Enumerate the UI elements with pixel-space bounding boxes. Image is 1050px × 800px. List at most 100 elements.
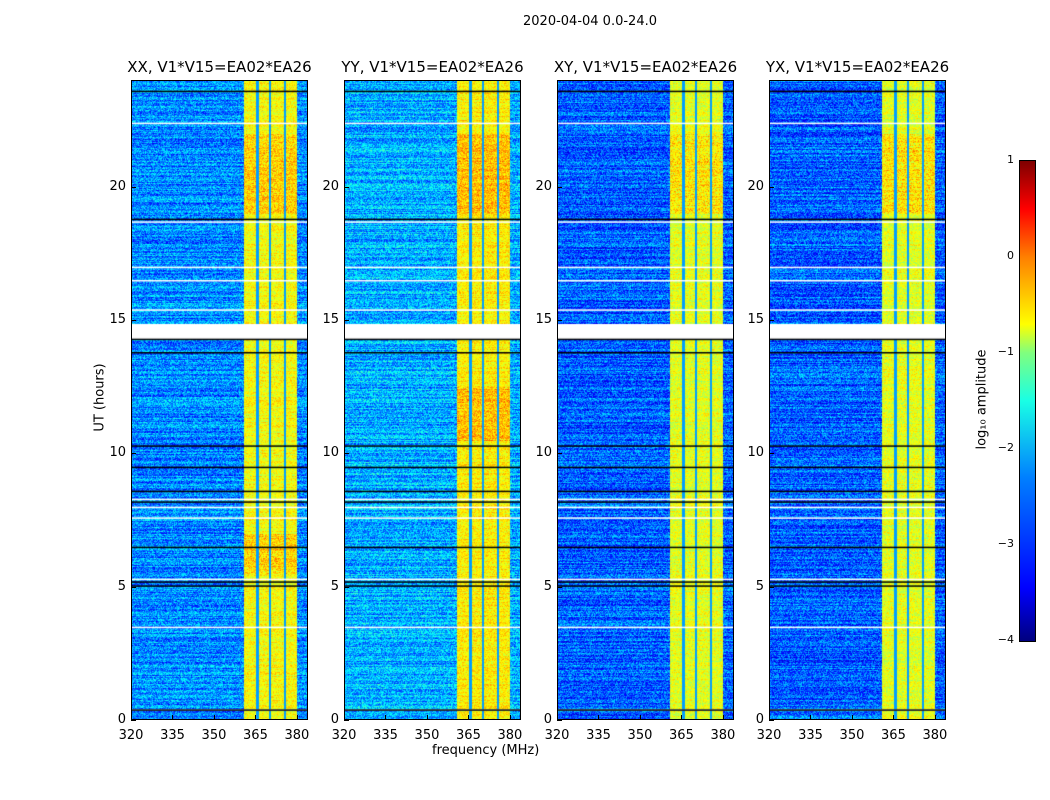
y-tick-label: 10 <box>322 445 339 461</box>
y-tick-label: 0 <box>117 712 126 727</box>
x-tick-label: 350 <box>839 728 865 743</box>
y-tick-label: 10 <box>109 445 126 461</box>
x-tick-mark <box>296 715 298 720</box>
y-tick-mark <box>557 720 562 721</box>
x-axis-label: frequency (MHz) <box>432 743 540 758</box>
x-tick-label: 365 <box>669 728 694 743</box>
x-tick-mark <box>598 715 600 720</box>
x-tick-label: 365 <box>456 728 481 743</box>
y-tick-mark <box>131 186 136 188</box>
spectrogram-panel-2: YY, V1*V15=EA02*EA26 320 335 350 365 380 0 5 10 1… <box>322 58 523 743</box>
y-tick-label: 20 <box>535 178 552 194</box>
y-tick-mark <box>769 186 774 188</box>
x-tick-label: 335 <box>373 728 398 743</box>
y-axis-label: UT (hours) <box>92 363 108 432</box>
spectrogram-image <box>344 80 521 720</box>
x-tick-mark <box>213 715 215 720</box>
spectrogram-image <box>557 80 734 720</box>
y-tick-mark <box>769 586 774 588</box>
y-tick-mark <box>131 320 136 321</box>
axes-frame <box>769 80 946 720</box>
y-tick-label: 10 <box>535 445 552 461</box>
x-tick-mark <box>722 715 724 720</box>
y-tick-label: 15 <box>109 312 126 327</box>
y-tick-label: 10 <box>747 445 764 461</box>
y-tick-mark <box>344 586 349 588</box>
y-tick-label: 20 <box>109 178 126 194</box>
x-tick-label: 335 <box>798 728 823 743</box>
panel-title: XY, V1*V15=EA02*EA26 <box>553 58 738 76</box>
x-tick-mark <box>557 715 558 720</box>
x-tick-mark <box>934 715 936 720</box>
x-tick-mark <box>639 715 641 720</box>
x-tick-label: 320 <box>756 728 782 743</box>
y-tick-label: 5 <box>543 578 552 594</box>
panel-title: YX, V1*V15=EA02*EA26 <box>765 58 950 76</box>
y-tick-mark <box>769 320 774 321</box>
x-tick-mark <box>426 715 428 720</box>
axes-frame <box>344 80 521 720</box>
x-tick-mark <box>131 715 132 720</box>
x-tick-label: 380 <box>497 728 523 743</box>
y-tick-label: 15 <box>535 312 552 327</box>
y-tick-mark <box>344 186 349 188</box>
y-tick-mark <box>557 586 562 588</box>
x-tick-mark <box>893 715 895 720</box>
spectrogram-panel-3: XY, V1*V15=EA02*EA26 320 335 350 365 380 0 5 10 1… <box>535 58 737 743</box>
spectrogram-image <box>769 80 946 720</box>
y-tick-label: 5 <box>117 578 126 594</box>
spectrogram-panel-1: XX, V1*V15=EA02*EA26 320 335 350 365 380 0 5 10 1… <box>109 58 311 743</box>
x-tick-label: 350 <box>627 728 653 743</box>
x-tick-mark <box>810 715 812 720</box>
axes-frame <box>131 80 308 720</box>
y-tick-label: 20 <box>322 178 339 194</box>
colorbar-label: log₁₀ amplitude <box>974 349 990 450</box>
figure-title: 2020-04-04 0.0-24.0 <box>523 14 657 29</box>
x-tick-label: 335 <box>160 728 185 743</box>
x-tick-mark <box>385 715 387 720</box>
x-tick-label: 350 <box>201 728 227 743</box>
colorbar-tick-label: 1 <box>1007 153 1014 166</box>
x-tick-label: 320 <box>331 728 357 743</box>
x-tick-mark <box>769 715 770 720</box>
y-tick-mark <box>769 453 774 455</box>
y-tick-label: 5 <box>755 578 764 594</box>
y-tick-mark <box>344 320 349 321</box>
y-tick-label: 0 <box>330 712 339 727</box>
x-tick-label: 380 <box>284 728 310 743</box>
x-tick-mark <box>172 715 174 720</box>
spectrogram-image <box>131 80 308 720</box>
y-tick-mark <box>344 453 349 455</box>
axes-frame <box>557 80 734 720</box>
x-tick-mark <box>851 715 853 720</box>
y-tick-mark <box>131 453 136 455</box>
y-tick-label: 15 <box>322 312 339 327</box>
y-tick-label: 0 <box>543 712 552 727</box>
panel-title: XX, V1*V15=EA02*EA26 <box>127 58 312 76</box>
y-tick-mark <box>769 720 774 721</box>
x-tick-label: 380 <box>710 728 736 743</box>
x-tick-label: 380 <box>922 728 948 743</box>
colorbar-tick-label: −3 <box>997 537 1014 550</box>
y-tick-label: 5 <box>330 578 339 594</box>
x-tick-label: 365 <box>881 728 906 743</box>
colorbar-tick-label: 0 <box>1007 249 1014 262</box>
colorbar-tick-label: −2 <box>997 441 1014 454</box>
x-tick-label: 350 <box>414 728 440 743</box>
y-tick-label: 0 <box>755 712 764 727</box>
x-tick-mark <box>468 715 470 720</box>
x-tick-label: 320 <box>544 728 570 743</box>
spectrogram-panel-4: YX, V1*V15=EA02*EA26 320 335 350 365 380 0 5 10 1… <box>747 58 949 743</box>
x-tick-label: 335 <box>586 728 611 743</box>
y-tick-mark <box>557 320 562 321</box>
y-tick-mark <box>557 453 562 455</box>
y-tick-label: 20 <box>747 178 764 194</box>
panel-title: YY, V1*V15=EA02*EA26 <box>341 58 524 76</box>
y-tick-mark <box>131 720 136 721</box>
y-tick-mark <box>344 720 349 721</box>
x-tick-label: 320 <box>118 728 144 743</box>
colorbar <box>1019 160 1036 642</box>
x-tick-mark <box>255 715 257 720</box>
colorbar-tick-label: −1 <box>997 345 1014 358</box>
